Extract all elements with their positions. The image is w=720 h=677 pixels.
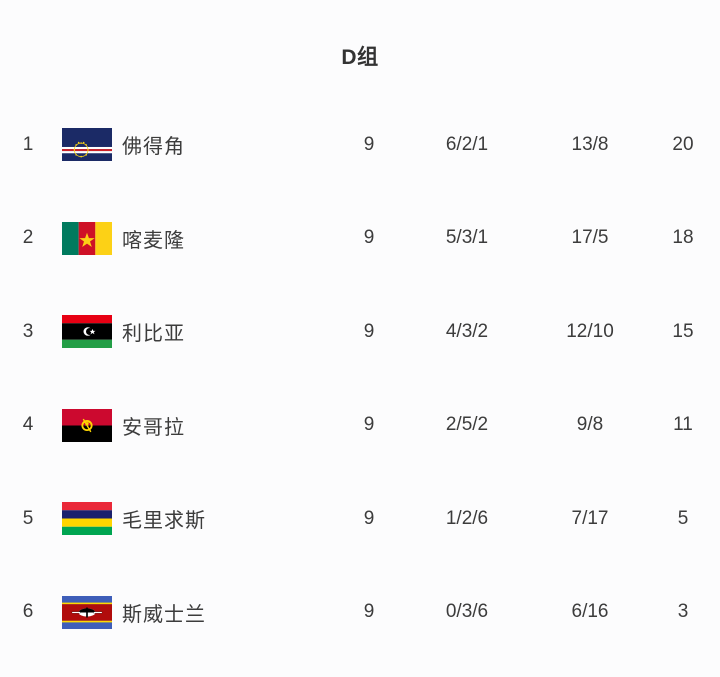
- row-goals: 13/8: [571, 133, 609, 155]
- row-team-name: 利比亚: [122, 323, 185, 346]
- standings-rows: 1: [0, 98, 720, 659]
- libya-flag: [62, 315, 112, 349]
- row-win-draw-loss: 2/5/2: [445, 414, 489, 436]
- flag-container: [61, 314, 113, 349]
- table-row[interactable]: 5 毛里求斯 9 1/2/6 7/17 5: [0, 472, 720, 566]
- row-rank: 6: [22, 601, 34, 623]
- row-goals: 6/16: [571, 601, 609, 623]
- row-rank: 2: [22, 227, 34, 249]
- row-points: 11: [673, 414, 693, 436]
- row-played: 9: [363, 414, 375, 436]
- row-team-name: 安哥拉: [122, 416, 185, 439]
- row-rank: 5: [22, 507, 34, 529]
- mauritius-flag: [62, 502, 112, 536]
- table-row[interactable]: 3 利比亚 9 4/3/2: [0, 285, 720, 379]
- row-win-draw-loss: 4/3/2: [445, 320, 489, 342]
- flag-container: [61, 501, 113, 536]
- row-rank: 1: [22, 133, 34, 155]
- table-row[interactable]: 4 安哥拉 9 2/5/2 9/8 1: [0, 379, 720, 473]
- flag-container: [61, 408, 113, 443]
- row-points: 3: [677, 601, 689, 623]
- row-win-draw-loss: 5/3/1: [445, 227, 489, 249]
- cape-verde-flag: [62, 128, 112, 162]
- page-title: D组: [341, 46, 379, 69]
- row-win-draw-loss: 0/3/6: [445, 601, 489, 623]
- angola-flag: [62, 408, 112, 442]
- row-played: 9: [363, 507, 375, 529]
- flag-container: [61, 127, 113, 162]
- row-win-draw-loss: 1/2/6: [445, 507, 489, 529]
- row-points: 5: [677, 507, 689, 529]
- row-played: 9: [363, 320, 375, 342]
- row-goals: 17/5: [571, 227, 609, 249]
- row-played: 9: [363, 133, 375, 155]
- row-goals: 7/17: [571, 507, 609, 529]
- row-team-name: 佛得角: [122, 136, 185, 159]
- row-win-draw-loss: 6/2/1: [445, 133, 489, 155]
- eswatini-flag: [62, 595, 112, 629]
- table-row[interactable]: 6: [0, 566, 720, 660]
- flag-container: [61, 221, 113, 256]
- row-played: 9: [363, 227, 375, 249]
- cameroon-flag: [62, 221, 112, 255]
- row-goals: 9/8: [576, 414, 604, 436]
- row-rank: 3: [22, 320, 34, 342]
- row-goals: 12/10: [566, 320, 614, 342]
- table-row[interactable]: 1: [0, 98, 720, 192]
- row-points: 20: [672, 133, 694, 155]
- row-team-name: 喀麦隆: [122, 229, 185, 252]
- row-points: 15: [672, 320, 694, 342]
- row-team-name: 毛里求斯: [122, 510, 206, 533]
- row-rank: 4: [22, 414, 34, 436]
- row-points: 18: [672, 227, 694, 249]
- row-team-name: 斯威士兰: [122, 603, 206, 626]
- flag-container: [61, 595, 113, 630]
- table-row[interactable]: 2 喀麦隆 9 5/3/1 17/5 18: [0, 192, 720, 286]
- row-played: 9: [363, 601, 375, 623]
